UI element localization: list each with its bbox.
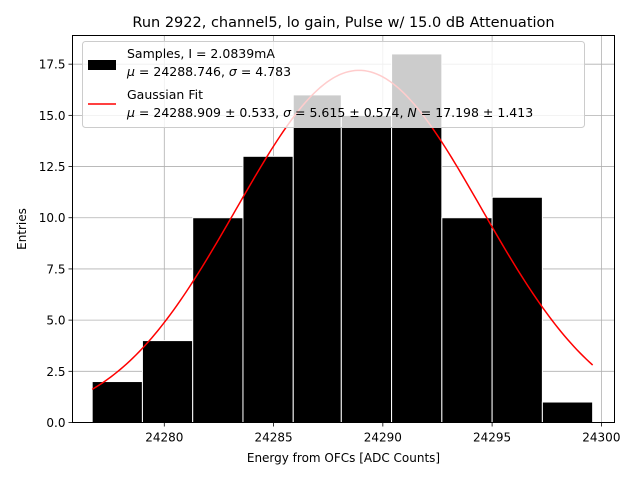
x-tick-label: 24290: [364, 431, 402, 445]
histogram-bar: [192, 217, 244, 423]
x-tick-label: 24300: [582, 431, 620, 445]
x-axis-ticks: 24280 24285 24290 24295 24300: [145, 422, 620, 445]
histogram-bars: [91, 53, 594, 424]
y-tick-label: 10.0: [39, 211, 66, 225]
legend-label-fit: Gaussian Fit: [127, 87, 203, 102]
legend-stats-samples: μ = 24288.746, σ = 4.783: [126, 64, 291, 79]
y-axis-label: Entries: [15, 208, 29, 250]
y-tick-label: 15.0: [39, 109, 66, 123]
x-tick-label: 24280: [145, 431, 183, 445]
y-tick-label: 2.5: [46, 365, 65, 379]
legend-stats-fit: μ = 24288.909 ± 0.533, σ = 5.615 ± 0.574…: [126, 105, 533, 120]
histogram-bar: [242, 155, 294, 424]
legend-swatch-samples: [88, 60, 116, 70]
x-axis-label: Energy from OFCs [ADC Counts]: [247, 451, 440, 465]
y-tick-label: 7.5: [46, 262, 65, 276]
legend: Samples, I = 2.0839mA μ = 24288.746, σ =…: [82, 41, 585, 128]
y-tick-label: 17.5: [39, 58, 66, 72]
legend-box: [82, 41, 585, 128]
histogram-bar: [141, 340, 194, 424]
y-tick-label: 0.0: [46, 416, 65, 430]
histogram-bar: [91, 381, 143, 423]
y-axis-ticks: 0.0 2.5 5.0 7.5 10.0 12.5 15.0 17.5: [39, 58, 73, 430]
y-tick-label: 5.0: [46, 314, 65, 328]
histogram-bar: [491, 196, 543, 423]
plot-frame: [72, 35, 615, 423]
x-tick-label: 24295: [473, 431, 511, 445]
histogram-bar: [541, 401, 594, 423]
histogram-bar: [340, 114, 393, 423]
chart-title: Run 2922, channel5, lo gain, Pulse w/ 15…: [132, 15, 554, 31]
x-tick-label: 24285: [254, 431, 292, 445]
y-tick-label: 12.5: [39, 160, 66, 174]
histogram-bar: [441, 217, 493, 423]
legend-label-samples: Samples, I = 2.0839mA: [127, 46, 275, 61]
histogram-bar: [292, 94, 342, 423]
